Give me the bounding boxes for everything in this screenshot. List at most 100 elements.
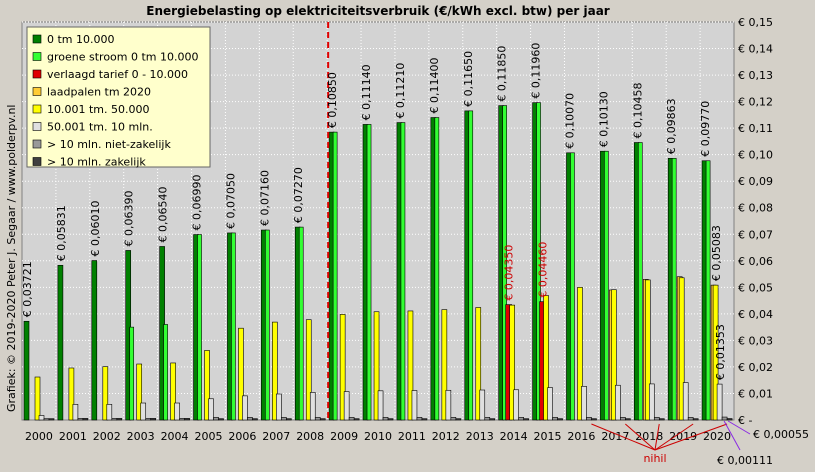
bar-50001-10mln <box>479 389 486 421</box>
bar-groene-stroom <box>671 158 677 421</box>
x-tick-label: 2013 <box>466 430 494 443</box>
legend-swatch <box>32 34 42 44</box>
value-label: € 0,06990 <box>191 175 204 231</box>
x-tick-label: 2001 <box>59 430 87 443</box>
bar-groene-stroom <box>231 232 236 421</box>
y-tick-label: € 0,04 <box>738 308 773 321</box>
value-label: € 0,10130 <box>597 91 610 147</box>
bar-groene-stroom <box>366 124 372 421</box>
x-tick-label: 2006 <box>228 430 256 443</box>
y-tick-label: € 0,08 <box>738 202 773 215</box>
bar-10mln-zakelijk <box>658 418 665 421</box>
value-label: € 0,01353 <box>714 324 727 380</box>
bar-groene-stroom <box>129 326 135 421</box>
legend-label: laadpalen tm 2020 <box>47 86 151 99</box>
y-tick-label: € - <box>738 414 752 427</box>
bar-10mln-niet-zakelijk <box>450 417 457 421</box>
x-tick-label: 2005 <box>194 430 222 443</box>
bar-10001-50000 <box>373 311 380 421</box>
bars-group <box>23 102 733 421</box>
bar-10mln-zakelijk <box>625 418 631 421</box>
x-tick-label: 2008 <box>296 430 324 443</box>
bar-10mln-zakelijk <box>150 418 157 421</box>
bar-50001-10mln <box>174 402 180 421</box>
y-tick-label: € 0,05 <box>738 281 773 294</box>
bar-10mln-zakelijk <box>286 418 292 421</box>
bar-groene-stroom <box>536 102 541 421</box>
bar-10001-50000 <box>238 327 244 421</box>
bar-10mln-zakelijk <box>692 418 699 421</box>
bar-groene-stroom <box>705 160 711 421</box>
bar-50001-10mln <box>547 387 553 421</box>
bar-10mln-niet-zakelijk <box>213 417 219 421</box>
bar-50001-10mln <box>581 386 587 421</box>
legend-label: groene stroom 0 tm 10.000 <box>47 51 199 64</box>
y-tick-label: € 0,07 <box>738 228 773 241</box>
value-label: € 0,11960 <box>530 43 543 99</box>
value-label: € 0,09770 <box>699 101 712 157</box>
y-tick-label: € 0,13 <box>738 69 773 82</box>
value-label: € 0,05083 <box>710 225 723 281</box>
bar-groene-stroom <box>332 131 338 421</box>
value-label: € 0,05831 <box>55 205 68 261</box>
x-tick-label: 2010 <box>364 430 392 443</box>
y-tick-label: € 0,11 <box>738 122 773 135</box>
value-label: € 0,10070 <box>563 93 576 149</box>
bar-groene-stroom <box>163 324 168 421</box>
annotation-arrow-purple <box>723 420 741 451</box>
x-axis: 2000 2001 2002 2003 2004 2005 2006 2007 2008 2009… <box>25 430 731 443</box>
value-label: € 0,11210 <box>394 63 407 119</box>
bar-10mln-zakelijk <box>591 418 597 421</box>
bar-10mln-zakelijk <box>48 418 55 421</box>
x-tick-label: 2002 <box>93 430 121 443</box>
bar-50001-10mln <box>513 389 519 421</box>
bar-10001-50000 <box>407 310 414 421</box>
value-label: € 0,11140 <box>360 64 373 120</box>
legend-label: 0 tm 10.000 <box>47 33 115 46</box>
bar-50001-10mln <box>276 393 282 421</box>
x-tick-label: 2014 <box>500 430 528 443</box>
bar-groene-stroom <box>604 150 609 421</box>
bar-50001-10mln <box>411 390 418 421</box>
bar-10mln-zakelijk <box>218 418 224 421</box>
bar-10mln-niet-zakelijk <box>179 418 185 421</box>
legend-label: > 10 mln. niet-zakelijk <box>47 138 171 151</box>
bar-groene-stroom <box>400 122 406 421</box>
legend-swatch <box>32 87 42 96</box>
bar-50001-10mln <box>615 384 621 421</box>
bar-50001-10mln <box>377 390 384 421</box>
bar-10mln-niet-zakelijk <box>314 417 321 421</box>
bar-10001-50000 <box>204 350 210 421</box>
x-tick-label: 2000 <box>25 430 53 443</box>
bar-10mln-zakelijk <box>387 418 394 421</box>
annotation-nihil: nihil <box>643 452 666 465</box>
bar-50001-10mln <box>445 389 452 421</box>
annotation-arrow-red <box>654 423 728 451</box>
legend-label: 50.001 tm. 10 mln. <box>47 121 153 134</box>
legend-swatch <box>32 69 42 79</box>
value-label: € 0,06390 <box>123 190 136 246</box>
bar-groene-stroom <box>197 234 202 421</box>
value-label: € 0,04460 <box>537 242 550 298</box>
legend-swatch <box>32 122 42 131</box>
bar-50001-10mln <box>38 415 45 421</box>
bar-10mln-zakelijk <box>184 418 190 421</box>
legend-box <box>26 26 211 168</box>
bar-10mln-zakelijk <box>455 418 462 421</box>
bar-50001-10mln <box>309 392 316 421</box>
value-label: € 0,04350 <box>503 245 516 301</box>
bar-10001-50000 <box>34 376 41 421</box>
bar-0-tm-10000 <box>23 320 30 421</box>
legend-label: > 10 mln. zakelijk <box>47 156 146 169</box>
legend-label: verlaagd tarief 0 - 10.000 <box>47 68 188 81</box>
y-tick-label: € 0,03 <box>738 334 773 347</box>
x-tick-label: 2016 <box>567 430 595 443</box>
y-axis: € - € 0,01 € 0,02 € 0,03 € 0,04 € 0,05 € 0,06 €… <box>738 16 773 427</box>
bar-groene-stroom <box>570 152 575 421</box>
bar-50001-10mln <box>242 395 248 421</box>
x-tick-label: 2009 <box>330 430 358 443</box>
bar-50001-10mln <box>106 404 113 421</box>
bar-10mln-zakelijk <box>116 418 123 421</box>
bar-10mln-zakelijk <box>726 418 733 421</box>
